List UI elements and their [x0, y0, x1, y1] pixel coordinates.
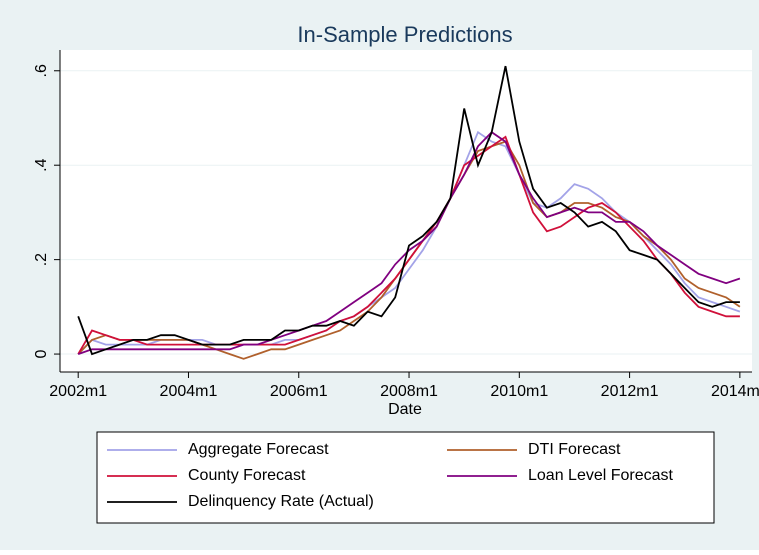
y-tick-label: .2	[33, 253, 50, 266]
series-line	[77, 131, 741, 355]
x-tick-label: 2004m1	[160, 383, 218, 400]
x-tick-label: 2012m1	[601, 383, 659, 400]
legend-label: Aggregate Forecast	[188, 441, 329, 458]
legend-label: DTI Forecast	[528, 441, 621, 458]
legend-box	[96, 431, 715, 524]
x-tick-label: 2006m1	[270, 383, 328, 400]
x-tick-label: 2008m1	[380, 383, 438, 400]
chart-title: In-Sample Predictions	[297, 22, 512, 47]
x-tick-label: 2002m1	[49, 383, 107, 400]
legend-label: County Forecast	[188, 467, 306, 484]
legend-label: Delinquency Rate (Actual)	[188, 493, 374, 510]
series-line	[77, 135, 740, 355]
x-axis-label: Date	[388, 401, 422, 418]
series-line	[77, 65, 740, 356]
y-tick-label: .4	[33, 158, 50, 171]
legend-label: Loan Level Forecast	[528, 467, 674, 484]
y-tick-label: .6	[33, 64, 50, 77]
plot-area	[60, 50, 752, 372]
x-tick-label: 2014m1	[711, 383, 759, 400]
y-tick-label: 0	[33, 350, 50, 359]
x-tick-label: 2010m1	[490, 383, 548, 400]
